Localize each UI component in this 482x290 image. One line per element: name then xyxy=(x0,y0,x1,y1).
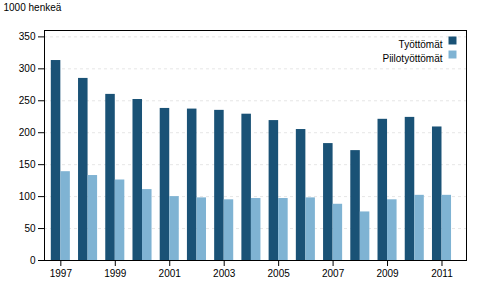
svg-text:1000 henkeä: 1000 henkeä xyxy=(4,2,62,13)
svg-text:100: 100 xyxy=(19,191,36,202)
svg-text:2011: 2011 xyxy=(431,268,453,279)
svg-text:0: 0 xyxy=(30,255,36,266)
svg-text:2007: 2007 xyxy=(322,268,345,279)
svg-text:350: 350 xyxy=(19,31,36,42)
svg-text:2005: 2005 xyxy=(268,268,291,279)
svg-text:Piilotyöttömät: Piilotyöttömät xyxy=(382,53,442,64)
svg-text:150: 150 xyxy=(19,159,36,170)
svg-text:2009: 2009 xyxy=(376,268,399,279)
svg-text:2003: 2003 xyxy=(213,268,236,279)
svg-text:300: 300 xyxy=(19,63,36,74)
svg-text:50: 50 xyxy=(24,223,36,234)
svg-text:1999: 1999 xyxy=(104,268,127,279)
svg-text:200: 200 xyxy=(19,127,36,138)
svg-text:250: 250 xyxy=(19,95,36,106)
svg-text:1997: 1997 xyxy=(50,268,73,279)
svg-text:2001: 2001 xyxy=(159,268,182,279)
svg-text:Työttömät: Työttömät xyxy=(399,39,443,50)
